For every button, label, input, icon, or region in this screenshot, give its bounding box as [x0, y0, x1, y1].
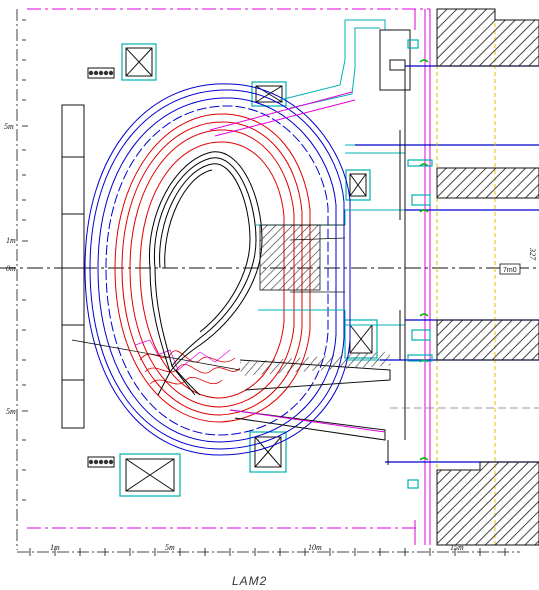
- dimension-label: 327: [528, 247, 537, 261]
- tag-label: 7m0: [503, 267, 517, 274]
- cyan-flanges: [408, 40, 432, 488]
- pf-coil-lower-mid: [250, 432, 286, 472]
- x-point-line: [72, 340, 240, 370]
- pf-coil-small-bottom: [88, 457, 114, 467]
- cryostat-boundary: [27, 9, 430, 545]
- scale-label-1m: 1m: [6, 236, 16, 245]
- vertical-scale: [22, 20, 28, 500]
- pf-coil-lower-left: [120, 454, 180, 496]
- port-frames: [380, 30, 410, 465]
- pf-coil-small-top: [88, 68, 114, 78]
- scale-label-5m-bottom: 5m: [6, 407, 16, 416]
- plasma-boundary: [149, 152, 262, 395]
- equatorial-port-plug: [260, 225, 320, 290]
- scale-label-5m-h: 5m: [165, 543, 175, 552]
- building-walls: [437, 9, 539, 545]
- horizontal-scale: [17, 548, 520, 556]
- scale-label-10m-h: 10m: [308, 543, 322, 552]
- lower-port-hatch: [240, 352, 391, 376]
- central-solenoid-stack: [62, 105, 84, 428]
- green-seals: [420, 60, 428, 460]
- scale-label-5m-top: 5m: [4, 122, 14, 131]
- pf-coil-upper-left: [122, 44, 156, 80]
- scale-label-1m-h: 1m: [50, 543, 60, 552]
- scale-label-15m-h: 15m: [450, 543, 464, 552]
- drawing-title: LAM2: [232, 574, 267, 588]
